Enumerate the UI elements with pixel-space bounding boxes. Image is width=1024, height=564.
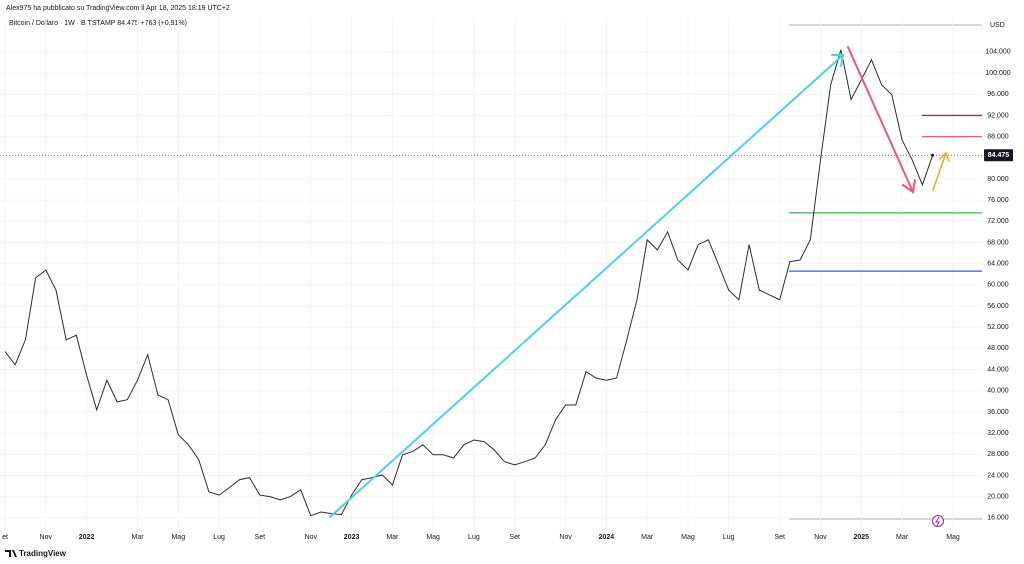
x-tick-label: Mar xyxy=(131,534,144,541)
y-tick-label: 40.000 xyxy=(987,388,1009,395)
x-tick-label: Nov xyxy=(40,534,53,541)
x-tick-label: Lug xyxy=(723,534,735,541)
plot xyxy=(0,49,982,517)
y-tick-label: 68.000 xyxy=(987,239,1009,246)
grid xyxy=(0,18,982,530)
y-tick-label: 64.000 xyxy=(987,261,1009,268)
event-icon[interactable] xyxy=(932,515,944,527)
trend-arrow xyxy=(329,54,844,518)
trend-arrow xyxy=(847,46,914,193)
arrow-head xyxy=(939,151,950,162)
last-price-tag xyxy=(984,149,1013,162)
x-tick-label: Mar xyxy=(896,534,909,541)
y-tick-label: 56.000 xyxy=(987,303,1009,310)
x-tick-label: Mag xyxy=(946,534,960,541)
x-tick-label: et xyxy=(2,534,8,541)
author-line: Alex975 ha pubblicato su TradingView.com… xyxy=(6,5,230,12)
y-tick-label: 44.000 xyxy=(987,366,1009,373)
event-circle[interactable] xyxy=(932,515,944,527)
x-tick-label: Mag xyxy=(681,534,695,541)
x-tick-label: Set xyxy=(255,534,266,541)
logo-mark xyxy=(5,550,17,557)
last-price-label: 84.475 xyxy=(988,152,1010,159)
x-tick-label: 2023 xyxy=(344,534,360,541)
y-tick-label: 72.000 xyxy=(987,218,1009,225)
y-tick-label: 48.000 xyxy=(987,345,1009,352)
arrow-head xyxy=(831,54,845,67)
brand-logo: TradingView xyxy=(5,549,67,558)
x-tick-label: 2024 xyxy=(599,534,615,541)
x-tick-label: Set xyxy=(509,534,520,541)
y-tick-label: 100.000 xyxy=(985,70,1010,77)
brand: TradingView xyxy=(19,549,67,558)
y-tick-label: 20.000 xyxy=(987,493,1009,500)
trend-arrow xyxy=(932,152,947,191)
x-tick-label: Mar xyxy=(641,534,654,541)
y-tick-label: 104.000 xyxy=(985,49,1010,56)
x-tick-label: Mag xyxy=(426,534,440,541)
y-tick-label: 36.000 xyxy=(987,409,1009,416)
x-tick-label: Nov xyxy=(559,534,572,541)
y-tick-label: 80.000 xyxy=(987,176,1009,183)
last-price-dot xyxy=(931,153,935,157)
x-tick-label: 2025 xyxy=(853,534,869,541)
currency: USD xyxy=(990,22,1005,29)
symbol-line: Bitcoin / Dollaro · 1W · BITSTAMP 84.475… xyxy=(9,20,187,27)
y-tick-label: 24.000 xyxy=(987,472,1009,479)
x-tick-label: Mar xyxy=(386,534,399,541)
y-tick-label: 32.000 xyxy=(987,430,1009,437)
arrow-head xyxy=(902,179,916,194)
event-bolt xyxy=(935,516,940,527)
x-tick-label: Lug xyxy=(468,534,480,541)
price-line xyxy=(4,49,934,517)
y-tick-label: 92.000 xyxy=(987,112,1009,119)
x-tick-label: Lug xyxy=(213,534,225,541)
y-tick-label: 88.000 xyxy=(987,133,1009,140)
x-tick-label: Mag xyxy=(171,534,185,541)
y-tick-label: 52.000 xyxy=(987,324,1009,331)
x-tick-label: 2022 xyxy=(79,534,95,541)
trend-arrows xyxy=(329,46,950,518)
y-tick-label: 60.000 xyxy=(987,282,1009,289)
y-tick-label: 96.000 xyxy=(987,91,1009,98)
x-tick-label: Nov xyxy=(814,534,827,541)
y-tick-label: 76.000 xyxy=(987,197,1009,204)
y-tick-label: 28.000 xyxy=(987,451,1009,458)
x-tick-label: Set xyxy=(774,534,785,541)
y-tick-label: 16.000 xyxy=(987,515,1009,522)
x-tick-label: Nov xyxy=(305,534,318,541)
